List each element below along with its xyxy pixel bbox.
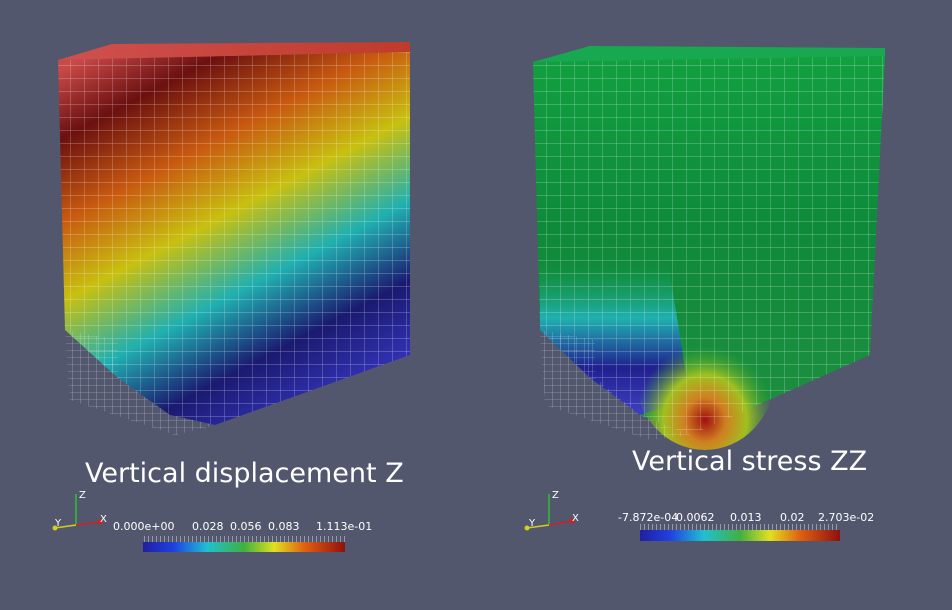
mesh — [58, 52, 410, 425]
title: Vertical displacement Z — [85, 458, 404, 489]
colorbar-label: 0.000e+00 — [113, 520, 174, 533]
colorbar-label: 0.056 — [230, 520, 262, 533]
render-displacement — [58, 42, 410, 435]
axis-label: Z — [552, 490, 559, 501]
axis-label: Z — [79, 490, 86, 501]
colorbar: 0.000e+00 0.028 0.056 0.083 1.113e-01 — [113, 520, 372, 552]
box-top — [58, 42, 410, 60]
wire-mesh — [540, 330, 690, 440]
colorbar: -7.872e-04 0.0062 0.013 0.02 2.703e-02 — [618, 511, 874, 541]
colorbar-label: 0.028 — [192, 520, 224, 533]
render-stress — [533, 46, 885, 450]
mesh — [533, 56, 885, 435]
colorbar-label: -7.872e-04 — [618, 511, 678, 524]
colorbar-label: 0.083 — [268, 520, 300, 533]
title: Vertical stress ZZ — [632, 446, 867, 477]
axis-label: Y — [528, 518, 536, 529]
colorbar-label: 1.113e-01 — [316, 520, 372, 533]
colorbar-label: 0.02 — [780, 511, 805, 524]
colorbar-label: 0.0062 — [676, 511, 715, 524]
axis-label: X — [100, 514, 107, 525]
colorbar-label: 2.703e-02 — [818, 511, 874, 524]
axes-triad: Z X Y — [524, 490, 579, 531]
wire-mesh — [65, 330, 215, 435]
axis-label: X — [572, 513, 579, 524]
axes-triad: Z X Y — [52, 490, 107, 531]
axis-label: Y — [54, 518, 62, 529]
colorbar-label: 0.013 — [730, 511, 762, 524]
